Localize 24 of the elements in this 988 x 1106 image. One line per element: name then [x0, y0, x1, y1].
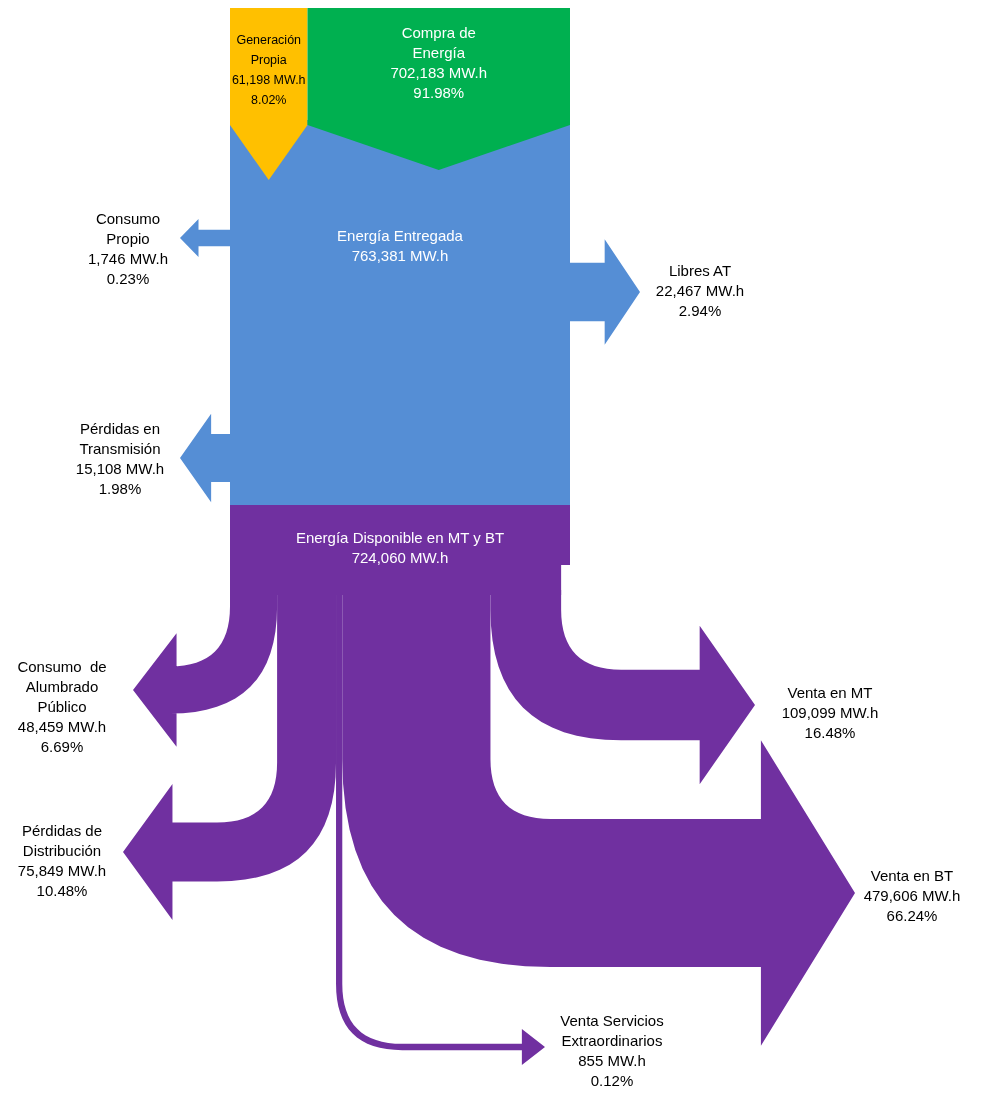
- category-label: Consumo de Alumbrado Público: [17, 657, 107, 715]
- category-label: Energía Disponible en MT y BT: [295, 528, 505, 546]
- category-label: Compra de Energía: [401, 23, 476, 61]
- data-label: 61,198 MW.h 8.02%: [231, 73, 306, 107]
- data-label: 702,183 MW.h 91.98%: [390, 63, 488, 101]
- data-label: 109,099 MW.h 16.48%: [781, 703, 879, 741]
- category-label: Venta Servicios Extraordinarios: [560, 1011, 664, 1049]
- category-label: Venta en BT: [870, 866, 954, 884]
- category-label: Venta en MT: [787, 683, 873, 701]
- category-label: Libres AT: [668, 261, 732, 279]
- data-label: 763,381 MW.h: [351, 246, 449, 264]
- category-label: Consumo Propio: [95, 209, 161, 247]
- category-label: Energía Entregada: [337, 226, 464, 244]
- data-label: 724,060 MW.h: [351, 548, 449, 566]
- data-label: 48,459 MW.h 6.69%: [17, 717, 107, 755]
- data-label: 75,849 MW.h 10.48%: [17, 861, 107, 899]
- category-label: Pérdidas en Transmisión: [79, 419, 161, 457]
- data-label: 855 MW.h 0.12%: [578, 1051, 646, 1089]
- data-label: 22,467 MW.h 2.94%: [655, 281, 745, 319]
- data-label: 1,746 MW.h 0.23%: [87, 249, 169, 287]
- category-label: Pérdidas de Distribución: [21, 821, 103, 859]
- category-label: Generación Propia: [236, 33, 302, 67]
- data-label: 479,606 MW.h 66.24%: [863, 886, 961, 924]
- data-label: 15,108 MW.h 1.98%: [75, 459, 165, 497]
